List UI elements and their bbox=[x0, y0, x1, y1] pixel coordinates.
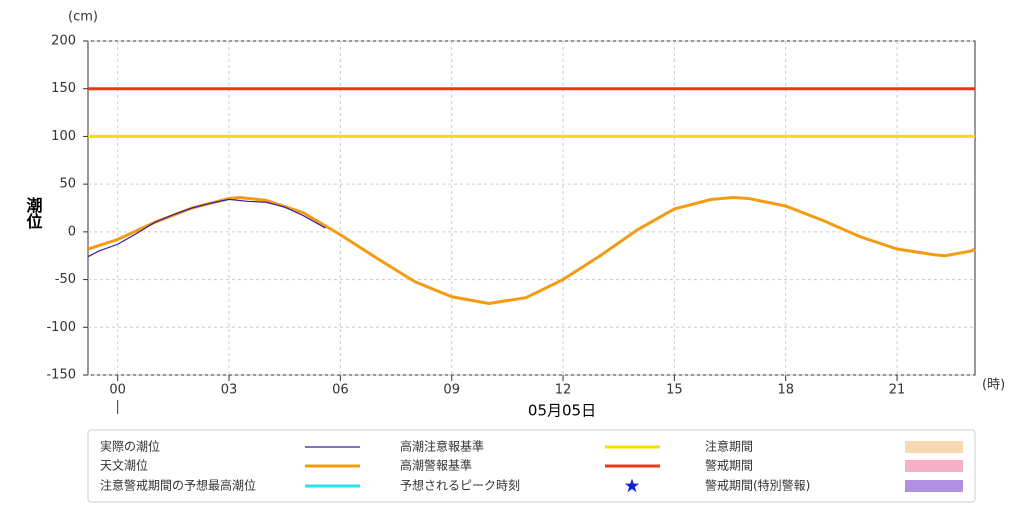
plot-frame bbox=[87, 40, 976, 376]
y-tick-label: 0 bbox=[68, 224, 76, 239]
y-unit: (cm) bbox=[68, 10, 98, 25]
legend-swatch bbox=[905, 460, 963, 472]
legend-label: 警戒期間(特別警報) bbox=[705, 478, 810, 493]
x-tick-label: 09 bbox=[443, 383, 460, 398]
legend-label: 高潮警報基準 bbox=[400, 458, 472, 473]
legend-swatch bbox=[905, 441, 963, 453]
legend-swatch bbox=[624, 478, 640, 493]
y-tick-label: 100 bbox=[51, 129, 76, 144]
series-line bbox=[87, 198, 326, 258]
legend-label: 予想されるピーク時刻 bbox=[400, 478, 520, 493]
legend-label: 注意警戒期間の予想最高潮位 bbox=[100, 478, 256, 493]
x-tick-label: 15 bbox=[666, 383, 683, 398]
date-label: 05月05日 bbox=[528, 402, 596, 420]
y-tick-label: 200 bbox=[51, 34, 76, 49]
x-tick-label: 03 bbox=[221, 383, 238, 398]
series-line bbox=[87, 195, 976, 305]
x-tick-label: 21 bbox=[889, 383, 906, 398]
x-tick-label: 06 bbox=[332, 383, 349, 398]
legend-label: 注意期間 bbox=[705, 439, 753, 454]
y-tick-label: -50 bbox=[55, 272, 76, 287]
y-label: 潮位 bbox=[24, 196, 43, 230]
y-tick-label: 50 bbox=[59, 177, 76, 192]
y-tick-label: 150 bbox=[51, 81, 76, 96]
legend-label: 実際の潮位 bbox=[100, 439, 160, 454]
legend-label: 天文潮位 bbox=[100, 458, 148, 473]
legend-label: 警戒期間 bbox=[705, 458, 753, 473]
legend-box bbox=[87, 429, 976, 503]
x-tick-label: 18 bbox=[777, 383, 794, 398]
y-tick-label: -150 bbox=[46, 368, 76, 383]
legend-label: 高潮注意報基準 bbox=[400, 439, 484, 454]
x-tick-label: 12 bbox=[555, 383, 572, 398]
x-tick-label: 00 bbox=[109, 383, 126, 398]
y-tick-label: -100 bbox=[46, 320, 76, 335]
x-unit: (時) bbox=[982, 378, 1005, 393]
legend-swatch bbox=[905, 480, 963, 492]
